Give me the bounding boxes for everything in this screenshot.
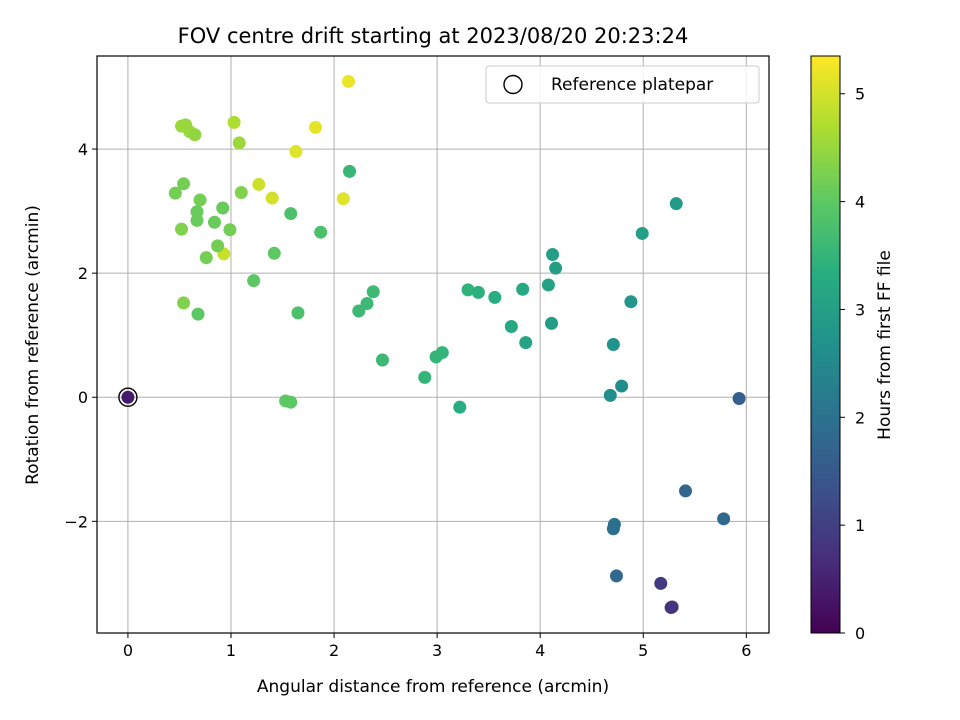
- colorbar-tick-label: 5: [855, 85, 865, 104]
- chart-title: FOV centre drift starting at 2023/08/20 …: [178, 24, 689, 48]
- legend-reference-marker-icon: [503, 74, 523, 95]
- x-axis-ticks: 0 1 2 3 4 5 6: [123, 633, 751, 660]
- data-point: [732, 391, 746, 405]
- data-point: [289, 145, 303, 159]
- x-tick-label: 5: [638, 641, 648, 660]
- grid-lines: [97, 56, 769, 633]
- data-point: [471, 285, 485, 299]
- data-point: [603, 388, 617, 402]
- y-tick-label: 4: [78, 140, 88, 159]
- data-point: [232, 136, 246, 150]
- data-point: [223, 223, 237, 237]
- plot-area-frame: [96, 55, 770, 634]
- data-point: [665, 600, 679, 614]
- data-point: [453, 400, 467, 414]
- colorbar-gradient: [810, 55, 841, 634]
- data-point: [247, 274, 261, 288]
- data-point: [624, 295, 638, 309]
- data-point: [654, 576, 668, 590]
- y-axis-ticks: −2 0 2 4: [64, 140, 97, 531]
- data-point: [199, 251, 213, 265]
- colorbar-tick-label: 0: [855, 624, 865, 643]
- data-point: [519, 336, 533, 350]
- colorbar: 0 1 2 3 4 5 Hours from first FF file: [810, 55, 895, 643]
- data-point: [341, 74, 355, 88]
- data-point: [418, 370, 432, 384]
- data-point: [175, 222, 189, 236]
- legend-box: [485, 65, 760, 104]
- data-point: [549, 261, 563, 275]
- data-point: [545, 316, 559, 330]
- data-point: [234, 185, 248, 199]
- data-point: [309, 120, 323, 134]
- data-point: [679, 484, 693, 498]
- colorbar-tick-label: 3: [855, 300, 865, 319]
- data-point: [435, 346, 449, 360]
- x-tick-label: 3: [432, 641, 442, 660]
- data-points: [168, 74, 746, 615]
- data-point: [216, 201, 230, 215]
- data-point: [284, 395, 298, 409]
- data-point: [352, 304, 366, 318]
- data-point: [669, 197, 683, 211]
- data-point: [635, 226, 649, 240]
- data-point: [177, 177, 191, 191]
- data-point: [606, 522, 620, 536]
- data-point: [314, 225, 328, 239]
- data-point: [541, 278, 555, 292]
- y-axis-label: Rotation from reference (arcmin): [23, 205, 43, 485]
- data-point: [291, 306, 305, 320]
- data-point: [190, 213, 204, 227]
- x-tick-label: 4: [535, 641, 545, 660]
- data-point: [717, 512, 731, 526]
- data-point: [267, 246, 281, 260]
- colorbar-tick-label: 1: [855, 516, 865, 535]
- data-point: [284, 207, 298, 221]
- data-point: [336, 192, 350, 206]
- data-point: [207, 215, 221, 229]
- data-point: [188, 128, 202, 142]
- x-tick-label: 2: [329, 641, 339, 660]
- data-point: [227, 115, 241, 129]
- data-point: [516, 282, 530, 296]
- data-point: [375, 353, 389, 367]
- colorbar-label: Hours from first FF file: [875, 250, 895, 440]
- data-point: [265, 191, 279, 205]
- y-tick-label: −2: [64, 512, 88, 531]
- data-point: [609, 569, 623, 583]
- data-point: [615, 379, 629, 393]
- y-tick-label: 2: [78, 264, 88, 283]
- reference-point: [121, 390, 135, 404]
- data-point: [177, 296, 191, 310]
- data-point: [546, 248, 560, 262]
- reference-ring: [118, 387, 138, 407]
- data-point: [366, 285, 380, 299]
- legend-entry-reference-platepar: Reference platepar: [551, 75, 713, 95]
- data-point: [504, 320, 518, 334]
- data-point: [193, 193, 207, 207]
- colorbar-tick-label: 4: [855, 193, 865, 212]
- x-axis-label: Angular distance from reference (arcmin): [257, 677, 609, 697]
- x-tick-label: 0: [123, 641, 133, 660]
- data-point: [488, 290, 502, 304]
- data-point: [191, 307, 205, 321]
- y-tick-label: 0: [78, 388, 88, 407]
- colorbar-ticks: 0 1 2 3 4 5: [840, 85, 865, 643]
- data-point: [168, 186, 182, 200]
- legend: Reference platepar: [485, 65, 760, 104]
- data-point: [211, 239, 225, 253]
- reference-marker: [118, 387, 138, 407]
- data-point: [606, 338, 620, 351]
- data-point: [343, 164, 357, 178]
- x-tick-label: 6: [741, 641, 751, 660]
- colorbar-tick-label: 2: [855, 408, 865, 427]
- data-point: [360, 297, 374, 311]
- x-tick-label: 1: [226, 641, 236, 660]
- data-point: [252, 177, 266, 191]
- data-point: [461, 283, 475, 297]
